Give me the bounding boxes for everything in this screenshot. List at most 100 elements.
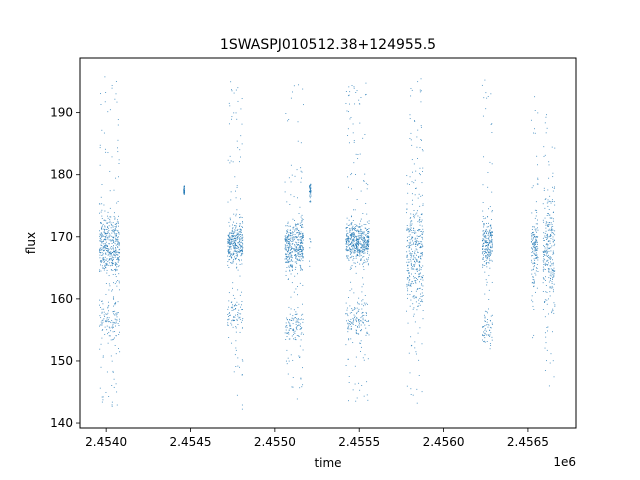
data-point (483, 224, 485, 225)
data-point (301, 214, 303, 216)
data-point (346, 234, 347, 236)
data-point (484, 316, 486, 318)
data-point (241, 254, 243, 256)
data-point (491, 227, 493, 229)
data-point (357, 238, 359, 240)
data-point (417, 243, 419, 245)
data-point (113, 242, 115, 244)
data-point (290, 254, 292, 256)
data-point (232, 230, 233, 232)
data-point (293, 226, 295, 228)
data-point (536, 155, 538, 157)
data-point (288, 234, 290, 236)
data-point (299, 233, 301, 235)
data-point (486, 255, 487, 257)
data-point (549, 240, 551, 242)
data-point (302, 367, 303, 369)
data-point (353, 229, 355, 230)
data-point (362, 250, 364, 252)
data-point (551, 217, 553, 219)
data-point (358, 319, 360, 321)
data-point (119, 251, 121, 253)
data-point (105, 228, 107, 230)
data-point (411, 144, 413, 146)
data-point (365, 239, 366, 241)
data-point (183, 188, 185, 190)
data-point (101, 245, 103, 246)
data-point (347, 95, 349, 97)
data-point (295, 257, 297, 259)
data-point (548, 236, 550, 238)
data-point (287, 244, 289, 246)
data-point (240, 239, 242, 241)
data-point (534, 217, 536, 219)
data-point (302, 224, 303, 226)
data-point (292, 318, 294, 320)
data-point (485, 239, 487, 241)
data-point (356, 240, 357, 242)
data-point (533, 246, 535, 248)
x-tick-label: 2.4545 (170, 435, 212, 449)
data-point (358, 320, 359, 321)
data-point (296, 237, 298, 239)
data-point (485, 245, 487, 247)
data-point (294, 230, 296, 232)
data-point (242, 250, 243, 252)
data-point (100, 239, 102, 241)
data-point (230, 256, 232, 258)
data-point (241, 225, 243, 227)
data-point (546, 260, 548, 262)
data-point (351, 222, 353, 223)
data-point (239, 231, 241, 233)
data-point (490, 251, 492, 253)
data-point (408, 284, 409, 286)
data-point (363, 180, 365, 182)
data-point (229, 243, 230, 245)
data-point (113, 216, 115, 217)
data-point (491, 232, 493, 233)
data-point (287, 319, 288, 321)
data-point (287, 235, 289, 237)
data-point (409, 285, 411, 287)
x-axis: 2.4540 2.4545 2.4550 2.4555 2.4560 2.4565 (85, 428, 549, 449)
data-point (101, 228, 102, 230)
data-point (413, 315, 415, 317)
data-point (292, 329, 294, 331)
data-point (412, 303, 414, 305)
data-point (228, 252, 230, 253)
data-point (348, 324, 350, 326)
data-point (545, 198, 547, 200)
data-point (542, 266, 544, 268)
data-point (290, 259, 292, 261)
data-point (353, 141, 355, 143)
data-point (536, 264, 538, 265)
data-point (487, 246, 489, 248)
data-point (546, 255, 548, 257)
data-point (301, 269, 303, 271)
data-point (406, 254, 408, 256)
data-point (488, 262, 490, 264)
data-point (350, 235, 352, 237)
data-point (300, 243, 301, 245)
data-point (234, 246, 236, 248)
data-point (288, 247, 290, 249)
data-point (241, 301, 243, 302)
data-point (360, 320, 362, 322)
data-point (366, 245, 368, 247)
data-point (116, 251, 118, 253)
data-point (533, 279, 535, 281)
data-point (110, 251, 112, 253)
data-point (106, 318, 108, 320)
data-point (367, 232, 369, 234)
data-point (114, 322, 115, 324)
data-point (421, 289, 423, 291)
data-point (301, 252, 303, 254)
data-point (367, 244, 368, 245)
data-point (236, 251, 237, 253)
data-point (358, 237, 360, 239)
data-point (545, 221, 547, 223)
data-point (348, 326, 349, 328)
data-point (488, 308, 489, 310)
data-point (291, 267, 293, 269)
